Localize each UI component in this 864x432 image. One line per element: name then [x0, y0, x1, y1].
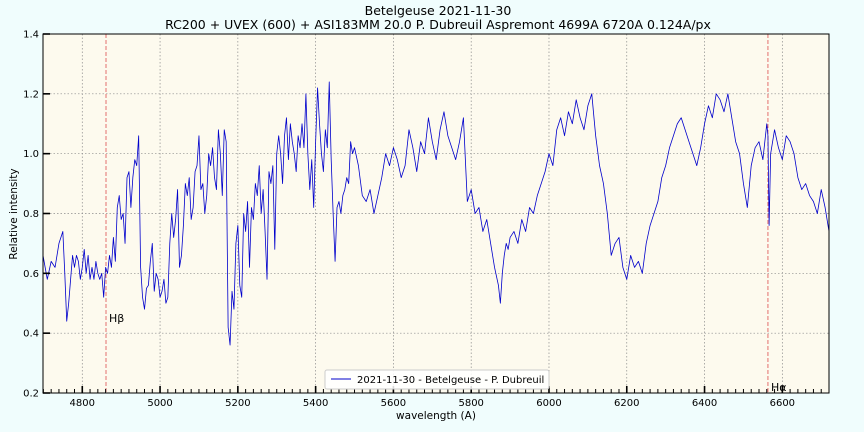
x-tick-label: 5800 — [458, 398, 483, 409]
legend-box — [324, 369, 550, 390]
x-tick-label: 5000 — [147, 398, 172, 409]
reference-line-label: Hβ — [109, 312, 124, 325]
reference-line-label: Hα — [771, 381, 787, 394]
axes: 4800 5000 5200 5400 5600 5800 6000 6200 6400 6600… — [23, 30, 830, 409]
x-axis-label: wavelength (A) — [396, 410, 476, 422]
y-tick-label: 0.4 — [23, 329, 39, 340]
x-tick-label: 6600 — [770, 398, 795, 409]
x-tick-label: 5200 — [225, 398, 250, 409]
x-tick-label: 5600 — [381, 398, 406, 409]
y-tick-label: 1.4 — [23, 30, 39, 41]
y-tick-label: 0.8 — [23, 209, 39, 220]
y-axis-label: Relative intensity — [8, 168, 20, 259]
chart-subtitle: RC200 + UVEX (600) + ASI183MM 20.0 P. Du… — [165, 17, 711, 32]
x-tick-label: 5400 — [303, 398, 328, 409]
legend: 2021-11-30 - Betelgeuse - P. Dubreuil — [324, 369, 550, 390]
series-layer — [42, 81, 830, 346]
x-tick-label: 4800 — [70, 398, 95, 409]
x-tick-label: 6200 — [614, 398, 639, 409]
y-tick-label: 0.2 — [23, 389, 39, 400]
legend-label: 2021-11-30 - Betelgeuse - P. Dubreuil — [357, 375, 544, 386]
x-tick-label: 6000 — [536, 398, 561, 409]
x-tick-label: 6400 — [692, 398, 717, 409]
y-tick-label: 1.0 — [23, 149, 39, 160]
y-tick-label: 0.6 — [23, 269, 39, 280]
series-line — [42, 81, 830, 346]
chart-title: Betelgeuse 2021-11-30 — [365, 3, 512, 18]
y-tick-label: 1.2 — [23, 89, 39, 100]
